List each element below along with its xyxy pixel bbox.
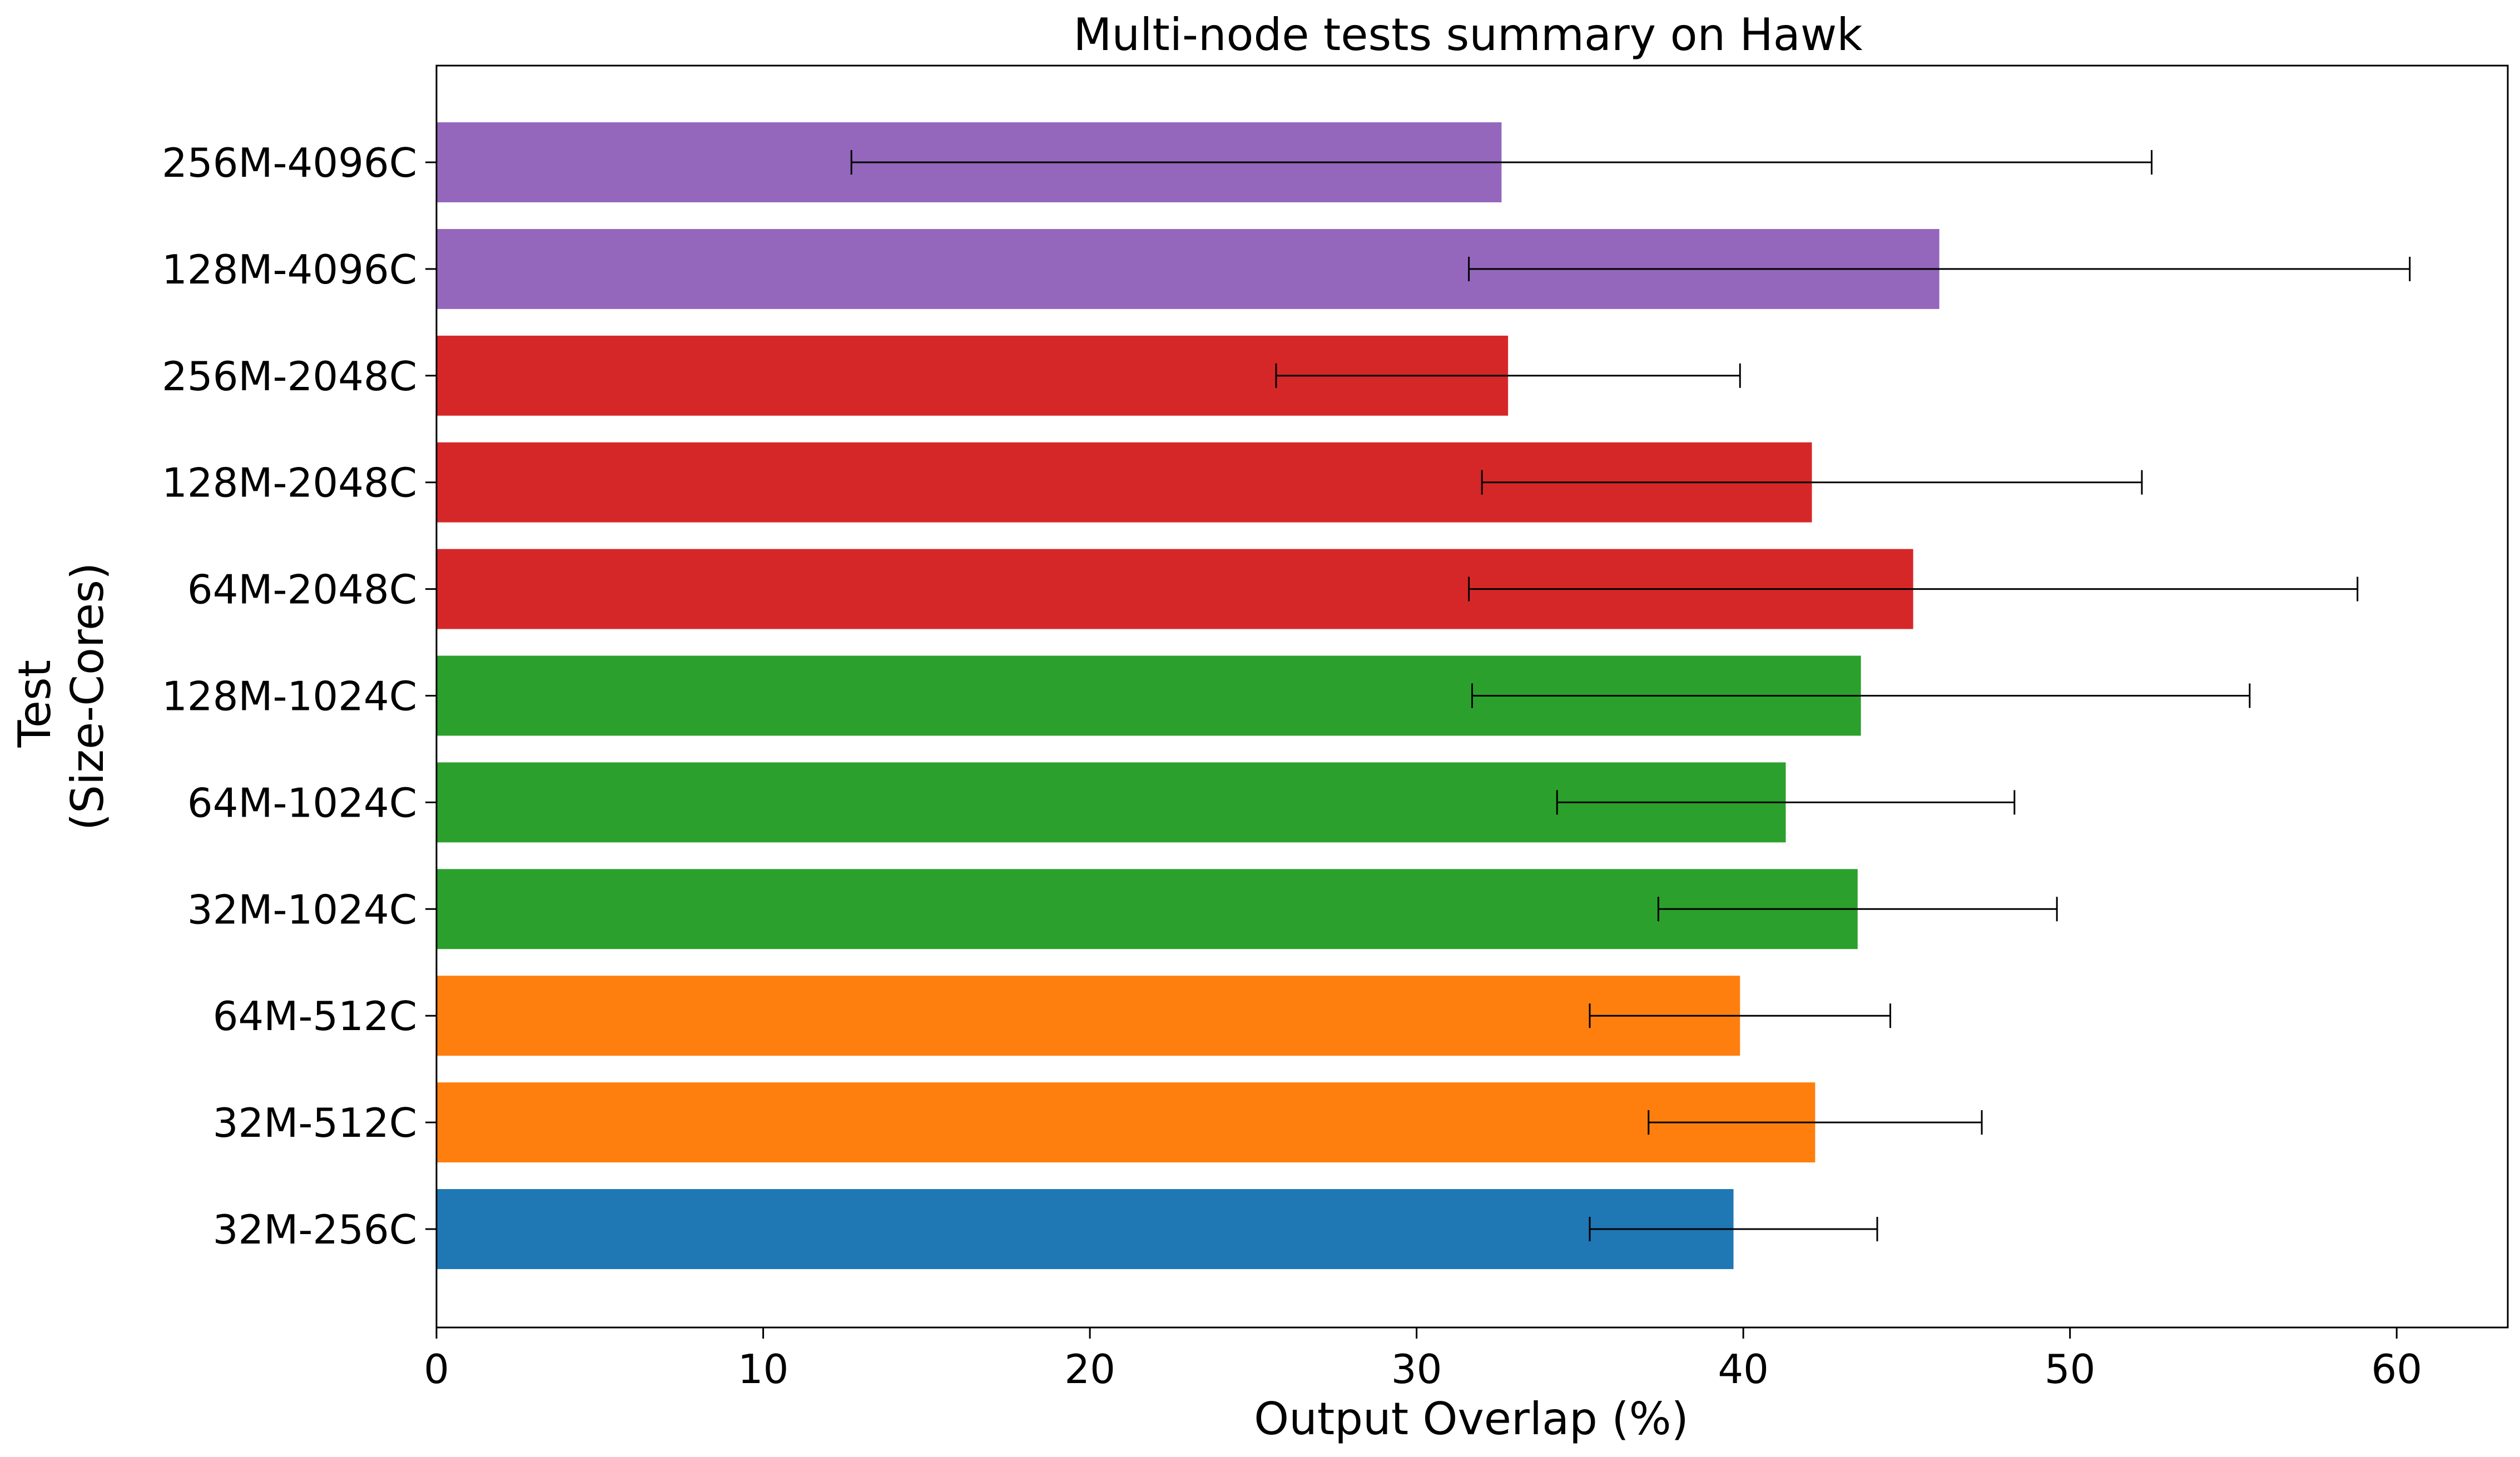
errorbars-layer: [850, 150, 2411, 1241]
y-tick-label-256M-2048C: 256M-2048C: [162, 353, 417, 400]
y-tick-label-64M-2048C: 64M-2048C: [187, 566, 417, 613]
x-tick-label-60: 60: [2371, 1346, 2422, 1393]
y-tick-label-64M-512C: 64M-512C: [213, 993, 417, 1040]
x-tick-label-20: 20: [1064, 1346, 1115, 1393]
y-tick-label-128M-1024C: 128M-1024C: [162, 673, 417, 720]
y-tick-label-32M-1024C: 32M-1024C: [187, 886, 417, 933]
x-tick-label-50: 50: [2045, 1346, 2096, 1393]
x-tick-label-0: 0: [424, 1346, 449, 1393]
x-tick-label-40: 40: [1718, 1346, 1769, 1393]
bar-32M-1024C: [436, 869, 1858, 949]
bar-64M-512C: [436, 976, 1740, 1056]
y-tick-label-64M-1024C: 64M-1024C: [187, 779, 417, 826]
y-axis-label-line-2: (Size-Cores): [62, 563, 113, 831]
bar-32M-512C: [436, 1082, 1815, 1163]
y-tick-label-128M-2048C: 128M-2048C: [162, 460, 417, 506]
x-tick-label-30: 30: [1391, 1346, 1442, 1393]
y-tick-label-256M-4096C: 256M-4096C: [162, 140, 417, 186]
y-axis-label: Test (Size-Cores): [9, 563, 113, 831]
y-axis-label-line-1: Test: [9, 660, 61, 748]
bar-32M-256C: [436, 1189, 1734, 1269]
x-tick-label-10: 10: [738, 1346, 789, 1393]
y-tick-label-128M-4096C: 128M-4096C: [162, 246, 417, 293]
x-axis-label: Output Overlap (%): [1254, 1393, 1689, 1445]
y-axis: 32M-256C 32M-512C 64M-512C 32M-1024C 64M-102…: [162, 140, 436, 1253]
y-tick-label-32M-512C: 32M-512C: [213, 1100, 417, 1146]
chart-title: Multi-node tests summary on Hawk: [1073, 9, 1863, 61]
x-axis: 0 10 20 30 40 50 60: [424, 1327, 2422, 1393]
y-tick-label-32M-256C: 32M-256C: [213, 1206, 417, 1253]
